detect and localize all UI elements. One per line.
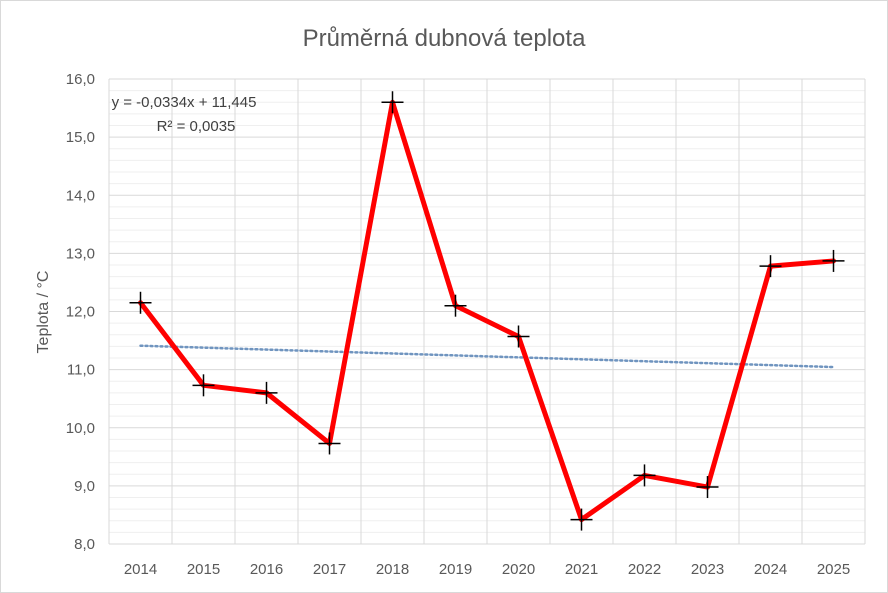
- y-tick-label: 9,0: [74, 478, 95, 495]
- series-group: [129, 91, 845, 531]
- trendline-equation: y = -0,0334x + 11,445: [112, 94, 257, 111]
- data-point-marker: [444, 294, 467, 317]
- x-tick-label: 2025: [817, 561, 850, 578]
- data-point-marker: [696, 476, 719, 499]
- x-axis-ticks: 2014 2015 2016 2017 2018 2019 2020 2021 2022 2023…: [124, 561, 850, 578]
- x-tick-label: 2018: [376, 561, 409, 578]
- y-tick-label: 10,0: [66, 420, 95, 437]
- grid: [108, 78, 866, 545]
- x-tick-label: 2024: [754, 561, 787, 578]
- y-tick-label: 15,0: [66, 129, 95, 146]
- y-tick-label: 14,0: [66, 187, 95, 204]
- chart-title: Průměrná dubnová teplota: [303, 25, 587, 52]
- data-point-marker: [381, 91, 404, 114]
- y-axis-ticks: 8,0 9,0 10,0 11,0 12,0 13,0 14,0 15,0 16,0: [66, 71, 95, 553]
- y-tick-label: 8,0: [74, 536, 95, 553]
- x-tick-label: 2014: [124, 561, 157, 578]
- x-tick-label: 2016: [250, 561, 283, 578]
- x-tick-label: 2015: [187, 561, 220, 578]
- x-tick-label: 2019: [439, 561, 472, 578]
- trendline-group: [139, 344, 835, 369]
- trendline-r-squared: R² = 0,0035: [157, 118, 236, 135]
- data-point-marker: [192, 374, 215, 397]
- data-point-marker: [129, 291, 152, 314]
- data-point-marker: [507, 325, 530, 348]
- data-point-marker: [318, 432, 341, 455]
- y-axis-label: Teplota / °C: [35, 271, 52, 354]
- series-line: [138, 99, 836, 523]
- y-tick-label: 13,0: [66, 245, 95, 262]
- x-tick-label: 2020: [502, 561, 535, 578]
- data-point-marker: [633, 464, 656, 487]
- trendline: [139, 344, 835, 369]
- x-tick-label: 2022: [628, 561, 661, 578]
- y-tick-label: 16,0: [66, 71, 95, 88]
- data-point-marker: [255, 381, 278, 404]
- x-tick-label: 2023: [691, 561, 724, 578]
- data-point-marker: [822, 249, 845, 272]
- x-tick-label: 2017: [313, 561, 346, 578]
- data-point-marker: [570, 508, 593, 531]
- y-tick-label: 11,0: [67, 362, 95, 379]
- x-tick-label: 2021: [565, 561, 598, 578]
- data-point-marker: [759, 255, 782, 278]
- y-tick-label: 12,0: [66, 304, 95, 321]
